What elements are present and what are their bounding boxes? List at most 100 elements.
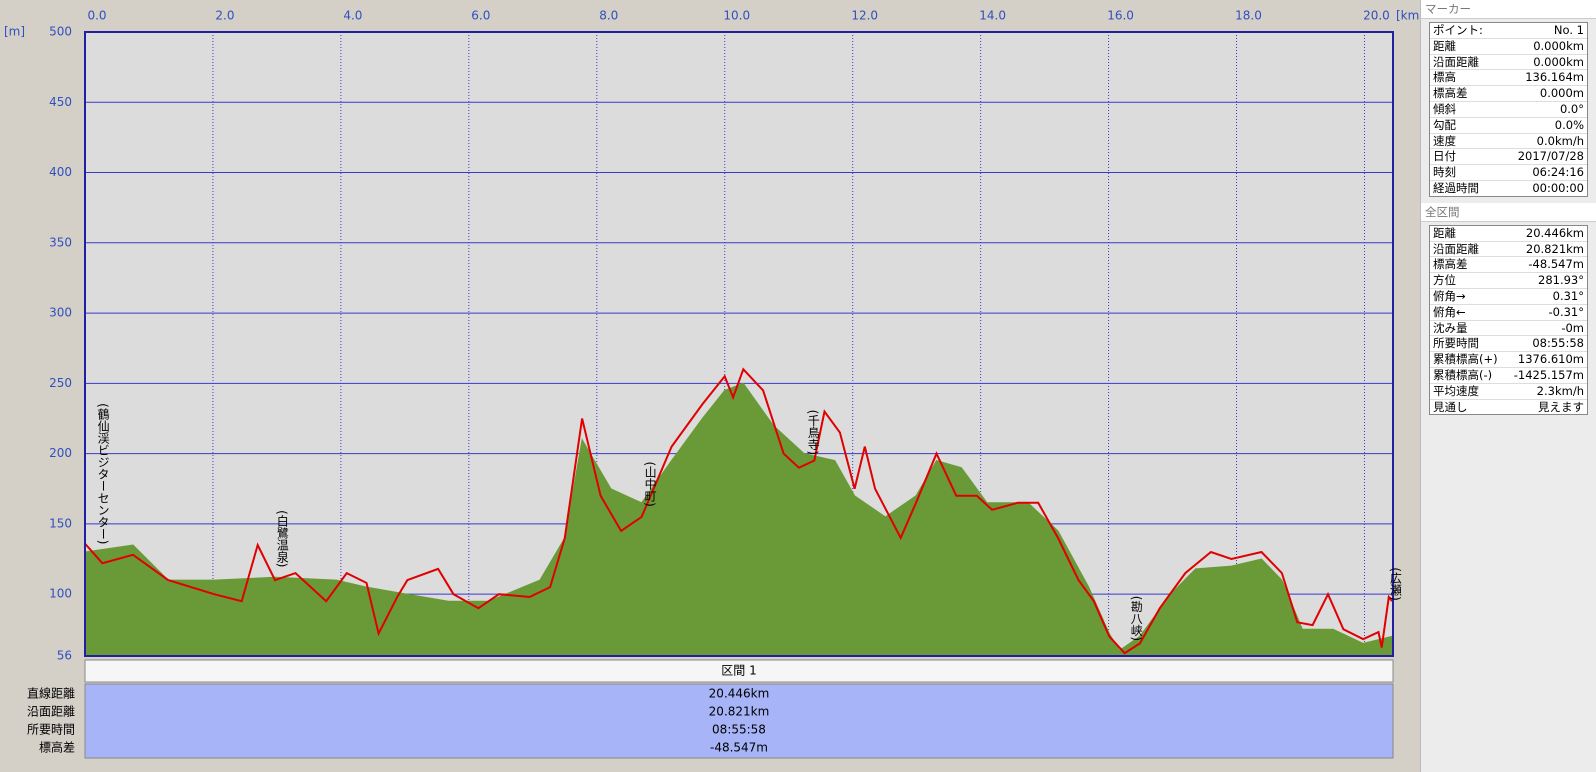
info-value: 2017/07/28 bbox=[1517, 149, 1584, 164]
info-value: 20.446km bbox=[1525, 225, 1584, 240]
info-key: 見通し bbox=[1433, 399, 1468, 414]
info-value: -0.31° bbox=[1548, 304, 1584, 319]
total-header: 全区間 bbox=[1421, 202, 1596, 222]
section-row-value: 20.821km bbox=[709, 705, 770, 719]
info-row: 方位 281.93° bbox=[1430, 273, 1587, 289]
info-value: 2.3km/h bbox=[1536, 383, 1584, 398]
x-tick-label: 14.0 bbox=[979, 9, 1006, 23]
marker-table: ポイント: No. 1 距離 0.000km 沿面距離 0.000km 標高 136.164m… bbox=[1429, 22, 1588, 197]
info-value: 00:00:00 bbox=[1532, 180, 1584, 195]
waypoint-label: (山中町) bbox=[643, 461, 657, 506]
y-tick-label: 350 bbox=[49, 235, 72, 249]
info-row: 沿面距離 20.821km bbox=[1430, 242, 1587, 258]
plot-border bbox=[84, 31, 1394, 657]
section-row-label: 沿面距離 bbox=[27, 705, 75, 719]
waypoint-label: (鶴仙渓ビジターセンター) bbox=[96, 403, 110, 544]
section-row-value: -48.547m bbox=[710, 741, 768, 755]
x-tick-label: 8.0 bbox=[599, 9, 618, 23]
x-tick-label: 2.0 bbox=[215, 9, 234, 23]
info-row: 速度 0.0km/h bbox=[1430, 134, 1587, 150]
x-tick-label: 4.0 bbox=[343, 9, 362, 23]
info-key: 傾斜 bbox=[1433, 101, 1456, 116]
info-value: -0m bbox=[1561, 320, 1584, 335]
x-tick-label: 0.0 bbox=[87, 9, 106, 23]
y-tick-label: 200 bbox=[49, 446, 72, 460]
info-row: 時刻 06:24:16 bbox=[1430, 165, 1587, 181]
info-row: 平均速度 2.3km/h bbox=[1430, 384, 1587, 400]
info-row: 標高 136.164m bbox=[1430, 70, 1587, 87]
x-tick-label: 18.0 bbox=[1235, 9, 1262, 23]
section-row-value: 20.446km bbox=[709, 687, 770, 701]
info-key: 日付 bbox=[1433, 149, 1456, 164]
info-row: 俯角← -0.31° bbox=[1430, 305, 1587, 321]
info-row: 俯角→ 0.31° bbox=[1430, 289, 1587, 305]
info-value: 0.0% bbox=[1554, 117, 1584, 132]
y-tick-label: 500 bbox=[49, 25, 72, 39]
x-tick-label: 12.0 bbox=[851, 9, 878, 23]
side-panel: マーカー ポイント: No. 1 距離 0.000km 沿面距離 0.000km 標高 136… bbox=[1420, 0, 1596, 772]
section-row-label: 所要時間 bbox=[27, 723, 75, 737]
info-row: 累積標高(+) 1376.610m bbox=[1430, 352, 1587, 368]
info-value: -48.547m bbox=[1528, 257, 1584, 272]
info-value: 06:24:16 bbox=[1532, 165, 1584, 180]
y-tick-label: 300 bbox=[49, 306, 72, 320]
info-key: 標高差 bbox=[1433, 86, 1468, 101]
y-tick-label: 400 bbox=[49, 165, 72, 179]
info-value: 0.000m bbox=[1539, 86, 1584, 101]
info-key: ポイント: bbox=[1433, 23, 1483, 37]
section-header-cell bbox=[84, 659, 1394, 683]
info-value: 見えます bbox=[1538, 399, 1584, 414]
info-key: 勾配 bbox=[1433, 117, 1456, 132]
y-unit: [m] bbox=[4, 25, 25, 39]
info-row: 見通し 見えます bbox=[1430, 400, 1587, 415]
info-key: 累積標高(+) bbox=[1433, 352, 1498, 367]
info-row: 距離 20.446km bbox=[1430, 226, 1587, 242]
waypoint-label: (千鳥寺) bbox=[806, 410, 820, 455]
info-key: 俯角→ bbox=[1433, 288, 1466, 303]
waypoint-label: (勘八峡) bbox=[1129, 596, 1143, 641]
info-value: 1376.610m bbox=[1517, 352, 1584, 367]
section-row-label: 直線距離 bbox=[27, 686, 75, 701]
info-value: 08:55:58 bbox=[1532, 336, 1584, 351]
info-row: 所要時間 08:55:58 bbox=[1430, 336, 1587, 353]
info-row: 傾斜 0.0° bbox=[1430, 102, 1587, 118]
info-value: 0.31° bbox=[1552, 288, 1584, 303]
section-row-label: 標高差 bbox=[39, 740, 75, 755]
y-tick-label: 56 bbox=[57, 649, 72, 663]
waypoint-label: (広瀬) bbox=[1388, 567, 1402, 600]
info-key: 沿面距離 bbox=[1433, 54, 1479, 69]
info-key: 沈み量 bbox=[1433, 320, 1468, 335]
info-value: 0.000km bbox=[1533, 54, 1584, 69]
info-key: 所要時間 bbox=[1433, 336, 1479, 351]
terrain-line bbox=[84, 382, 1393, 652]
info-key: 時刻 bbox=[1433, 165, 1456, 180]
info-value: 136.164m bbox=[1525, 70, 1584, 85]
total-table: 距離 20.446km 沿面距離 20.821km 標高差 -48.547m 方位 281.9… bbox=[1429, 224, 1588, 416]
info-key: 沿面距離 bbox=[1433, 241, 1479, 256]
x-tick-label: 20.0 bbox=[1363, 9, 1390, 23]
y-tick-label: 250 bbox=[49, 376, 72, 390]
y-tick-label: 450 bbox=[49, 95, 72, 109]
info-row: 沿面距離 0.000km bbox=[1430, 55, 1587, 71]
area-fill bbox=[85, 383, 1392, 656]
x-tick-label: 10.0 bbox=[723, 9, 750, 23]
info-value: No. 1 bbox=[1553, 23, 1584, 37]
info-key: 距離 bbox=[1433, 225, 1456, 240]
x-tick-label: 16.0 bbox=[1107, 9, 1134, 23]
y-tick-label: 150 bbox=[49, 516, 72, 530]
info-row: 標高差 -48.547m bbox=[1430, 257, 1587, 274]
section-header: 区間 1 bbox=[721, 664, 756, 678]
info-row: 標高差 0.000m bbox=[1430, 86, 1587, 102]
info-key: 標高 bbox=[1433, 70, 1456, 85]
info-row: 経過時間 00:00:00 bbox=[1430, 181, 1587, 196]
info-key: 経過時間 bbox=[1433, 180, 1479, 195]
x-tick-label: 6.0 bbox=[471, 9, 490, 23]
info-row: 日付 2017/07/28 bbox=[1430, 149, 1587, 166]
info-value: 0.000km bbox=[1533, 38, 1584, 53]
y-tick-label: 100 bbox=[49, 587, 72, 601]
chart: [m] [km] 56 100 150 200 250 300 350 400 450 500 0.… bbox=[4, 9, 1420, 759]
track-line bbox=[84, 367, 1393, 655]
info-value: -1425.157m bbox=[1513, 367, 1584, 382]
info-row: 累積標高(-) -1425.157m bbox=[1430, 368, 1587, 384]
